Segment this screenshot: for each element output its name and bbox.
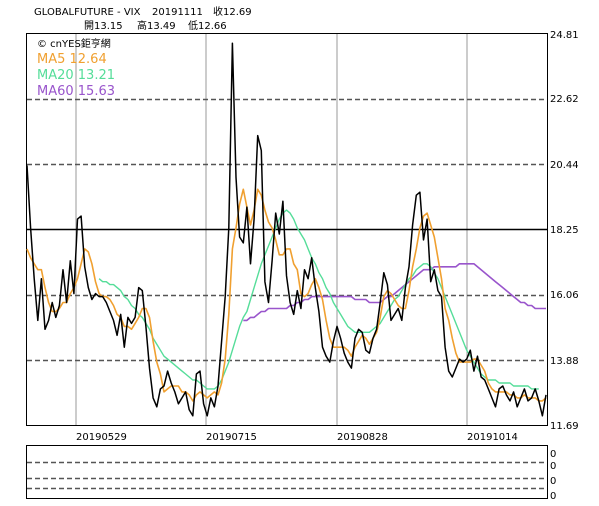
y-tick-label: 13.88 [550,356,579,367]
sub-y-tick-label: 0 [550,449,556,460]
y-tick-label: 11.69 [550,421,579,432]
header-close: 收12.69 [213,5,252,18]
header-low: 低12.66 [188,19,227,32]
watermark-logo: © cnYES鉅亨網 [37,37,111,50]
ma20-line [98,209,539,390]
header-date: 20191111 [152,7,203,18]
sub-y-tick-label: 0 [550,491,556,502]
sub-y-tick-label: 0 [550,461,556,472]
header-open: 開13.15 [84,20,123,32]
y-tick-label: 20.44 [550,160,579,171]
y-tick-label: 22.62 [550,94,579,105]
series-layer [26,42,547,417]
sub-panel-frame [26,445,548,499]
y-tick-label: 24.81 [550,30,579,41]
y-tick-label: 18.25 [550,225,579,236]
legend-ma60: MA60 15.63 [37,84,115,99]
header-high: 高13.49 [137,19,176,32]
x-tick-label: 20190715 [206,432,257,443]
ma5-line [26,188,547,402]
header-symbol: GLOBALFUTURE - VIX [34,7,141,18]
ma60-line [243,263,546,322]
x-tick-label: 20190529 [76,432,127,443]
x-tick-label: 20190828 [337,432,388,443]
y-tick-label: 16.06 [550,290,579,301]
legend-ma20: MA20 13.21 [37,68,115,83]
x-tick-label: 20191014 [467,432,518,443]
legend-ma5: MA5 12.64 [37,52,107,67]
sub-y-tick-label: 0 [550,476,556,487]
vix-price-line [26,42,547,417]
